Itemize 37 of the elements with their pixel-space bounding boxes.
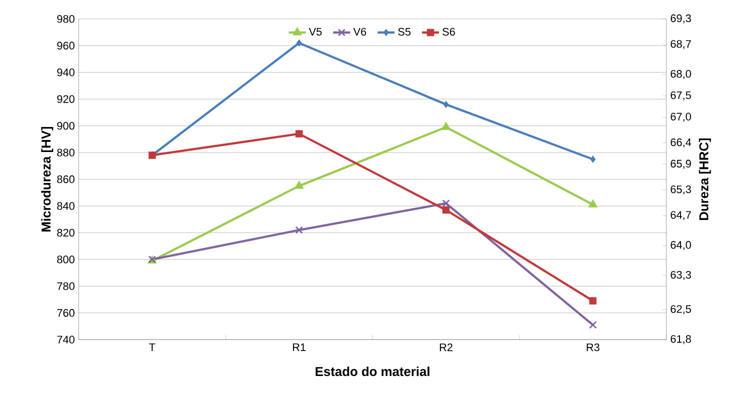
y2-axis-title: Dureza [HRC] [698, 138, 711, 220]
y2-tick-label: 64,0 [670, 240, 692, 250]
x-tick-label: R1 [293, 343, 306, 351]
y-tick-label: 960 [57, 42, 74, 50]
y2-tick-label: 62,5 [670, 305, 691, 314]
y-tick-label: 920 [57, 95, 74, 103]
y2-tick-label: 67,5 [670, 91, 691, 100]
y-tick-label: 780 [57, 282, 74, 290]
y-tick-label: 760 [57, 308, 74, 317]
x-tick-label: R2 [440, 343, 452, 351]
x-tick-label: R3 [586, 343, 600, 351]
y2-tick-label: 61,8 [670, 334, 691, 344]
y2-tick-label: 65,3 [670, 185, 691, 194]
y2-tick-label: 66,4 [670, 138, 692, 148]
y2-tick-label: 68,7 [670, 40, 691, 49]
y2-tick-label: 65,9 [670, 160, 691, 169]
y-axis-title: Microdureza [HV] [41, 126, 54, 232]
y2-tick-label: 63,3 [670, 270, 691, 280]
y-tick-label: 800 [57, 255, 74, 264]
y2-tick-label: 67,0 [670, 112, 692, 122]
y-tick-label: 980 [57, 14, 74, 23]
y-tick-label: 900 [57, 122, 74, 130]
y-tick-label: 860 [57, 175, 74, 183]
legend-label: S5 [398, 28, 411, 36]
legend-label: S6 [442, 28, 455, 36]
y2-tick-label: 64,7 [670, 210, 691, 220]
legend-label: V5 [308, 28, 322, 36]
y2-tick-label: 69,3 [670, 14, 691, 24]
x-tick-label: T [149, 343, 156, 351]
y-tick-label: 740 [57, 336, 74, 344]
y-tick-label: 840 [57, 202, 74, 210]
x-axis-title: Estado do material [316, 366, 430, 376]
y-tick-label: 820 [57, 228, 74, 236]
y2-tick-label: 68,0 [670, 70, 692, 79]
y-tick-label: 880 [57, 148, 74, 156]
legend-label: V6 [353, 28, 366, 36]
y-tick-label: 940 [57, 68, 74, 76]
